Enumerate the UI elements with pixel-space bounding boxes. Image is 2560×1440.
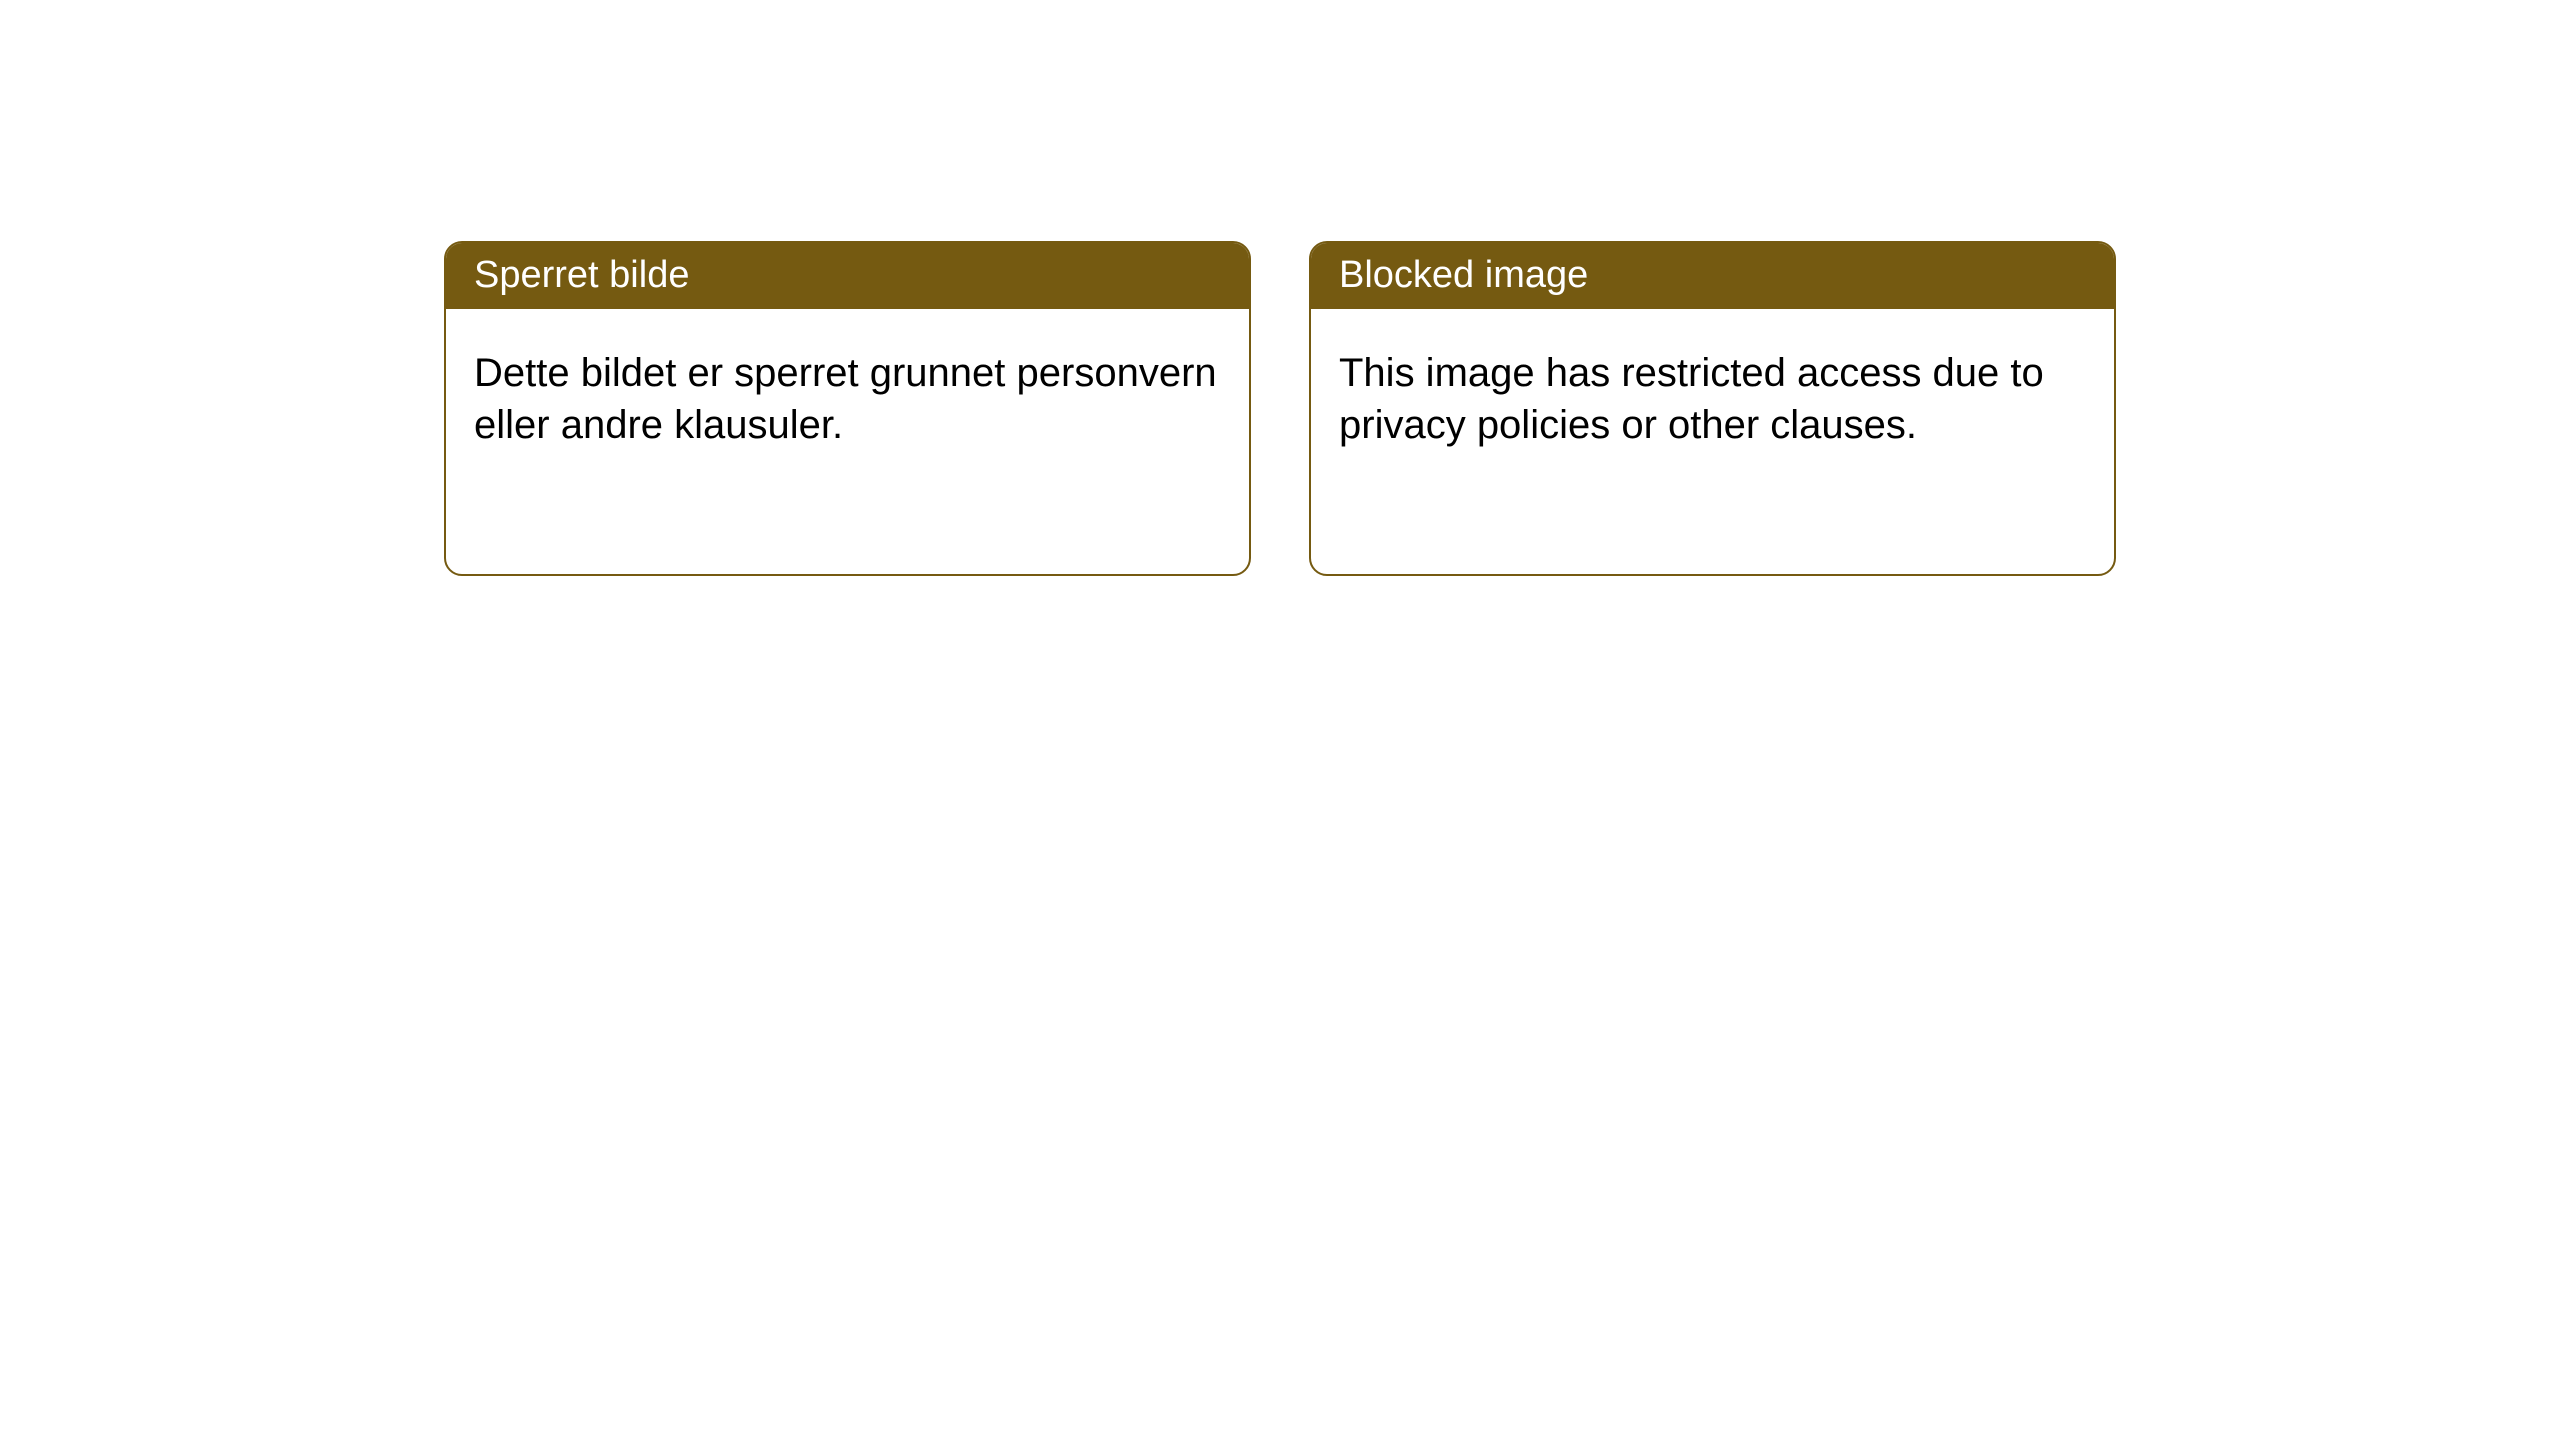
card-body-text: This image has restricted access due to … [1339, 351, 2044, 447]
notice-card-norwegian: Sperret bilde Dette bildet er sperret gr… [444, 241, 1251, 576]
card-header: Sperret bilde [446, 243, 1249, 309]
card-header: Blocked image [1311, 243, 2114, 309]
blocked-image-notices: Sperret bilde Dette bildet er sperret gr… [444, 241, 2116, 576]
card-title: Blocked image [1339, 254, 1588, 296]
card-body-text: Dette bildet er sperret grunnet personve… [474, 351, 1217, 447]
notice-card-english: Blocked image This image has restricted … [1309, 241, 2116, 576]
card-title: Sperret bilde [474, 254, 689, 296]
card-body: Dette bildet er sperret grunnet personve… [446, 309, 1249, 489]
card-body: This image has restricted access due to … [1311, 309, 2114, 489]
